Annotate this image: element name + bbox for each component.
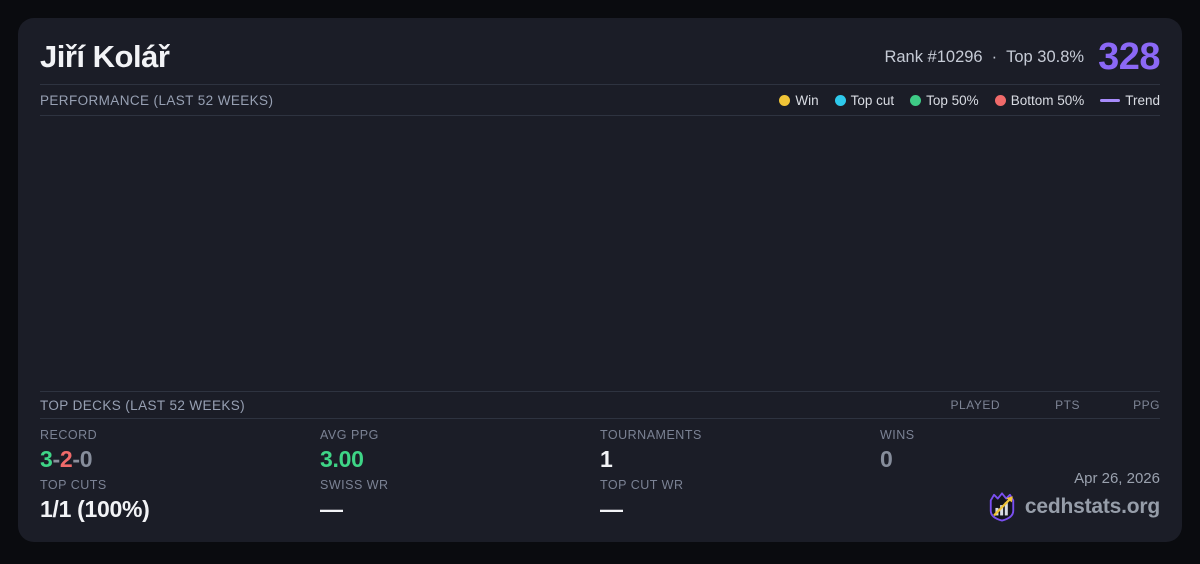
record-wins: 3 xyxy=(40,446,53,472)
column-header-pts: PTS xyxy=(1055,398,1080,412)
player-name: Jiří Kolář xyxy=(40,39,170,74)
stat-value-record: 3-2-0 xyxy=(40,446,320,473)
chart-legend: Win Top cut Top 50% Bottom 50% Trend xyxy=(779,93,1160,108)
stat-label: TOP CUTS xyxy=(40,478,107,492)
legend-item-win: Win xyxy=(779,92,819,108)
player-stats-card: Jiří Kolář Rank #10296 · Top 30.8% 328 P… xyxy=(18,18,1182,542)
top-decks-title: TOP DECKS (LAST 52 WEEKS) xyxy=(40,397,246,413)
stat-value-top-cuts: 1/1 (100%) xyxy=(40,496,150,522)
top-decks-columns: PLAYED PTS PPG xyxy=(920,398,1160,412)
rank-text: Rank #10296 xyxy=(884,47,983,66)
bottom-50-dot-icon xyxy=(994,94,1006,106)
legend-label: Bottom 50% xyxy=(1010,92,1085,108)
top-decks-header-row: TOP DECKS (LAST 52 WEEKS) PLAYED PTS PPG xyxy=(40,391,1160,419)
stat-value-tournaments: 1 xyxy=(600,446,613,472)
stat-label: RECORD xyxy=(40,428,98,442)
brand-row: cedhstats.org xyxy=(987,491,1160,523)
stat-label: TOP CUT WR xyxy=(600,478,684,492)
record-separator: - xyxy=(72,446,80,472)
stat-tournaments: TOURNAMENTS 1 xyxy=(600,428,880,478)
column-header-ppg: PPG xyxy=(1133,398,1160,412)
header-right: Rank #10296 · Top 30.8% 328 xyxy=(884,36,1160,79)
trend-line-icon xyxy=(1100,98,1121,102)
card-header: Jiří Kolář Rank #10296 · Top 30.8% 328 xyxy=(40,30,1160,85)
stat-wins: WINS 0 xyxy=(880,428,1160,478)
brand-name: cedhstats.org xyxy=(1024,495,1160,518)
stat-label: TOURNAMENTS xyxy=(600,428,702,442)
stat-avg-ppg: AVG PPG 3.00 xyxy=(320,428,600,478)
performance-header-row: PERFORMANCE (LAST 52 WEEKS) Win Top cut … xyxy=(40,85,1160,116)
stat-value-wins: 0 xyxy=(880,446,893,472)
performance-chart-plot-area xyxy=(40,116,1160,391)
stats-grid: RECORD 3-2-0 AVG PPG 3.00 TOURNAMENTS 1 … xyxy=(40,419,1160,528)
performance-title: PERFORMANCE (LAST 52 WEEKS) xyxy=(40,92,274,108)
record-separator: - xyxy=(52,446,61,472)
column-header-played: PLAYED xyxy=(950,398,1000,412)
legend-item-top-50: Top 50% xyxy=(910,93,979,108)
legend-item-bottom-50: Bottom 50% xyxy=(994,92,1085,108)
stat-top-cut-wr: TOP CUT WR — xyxy=(600,478,880,528)
rank-separator: · xyxy=(991,47,998,66)
top-50-dot-icon xyxy=(910,94,922,106)
stat-record: RECORD 3-2-0 xyxy=(40,428,320,478)
legend-item-top-cut: Top cut xyxy=(834,92,895,108)
stat-label: SWISS WR xyxy=(320,478,389,492)
record-draws: 0 xyxy=(79,446,93,472)
legend-label: Trend xyxy=(1125,92,1160,108)
stat-label: WINS xyxy=(880,428,915,442)
stat-value-swiss-wr: — xyxy=(320,496,343,522)
stat-top-cuts: TOP CUTS 1/1 (100%) xyxy=(40,478,320,528)
legend-label: Win xyxy=(795,92,819,108)
rank-line: Rank #10296 · Top 30.8% xyxy=(884,48,1084,67)
top-cut-dot-icon xyxy=(834,94,846,106)
record-losses: 2 xyxy=(59,446,73,472)
footer-branding: Apr 26, 2026 cedhstats.org xyxy=(880,470,1160,528)
card-date: Apr 26, 2026 xyxy=(1074,470,1160,487)
cedhstats-shield-chart-logo-icon xyxy=(989,492,1015,522)
legend-item-trend: Trend xyxy=(1100,93,1160,108)
stat-value-avg-ppg: 3.00 xyxy=(320,446,364,472)
stat-label: AVG PPG xyxy=(320,428,379,442)
legend-label: Top 50% xyxy=(926,92,979,108)
top-percent-text: Top 30.8% xyxy=(1006,47,1085,66)
stat-swiss-wr: SWISS WR — xyxy=(320,478,600,528)
stat-value-top-cut-wr: — xyxy=(600,496,623,522)
win-dot-icon xyxy=(779,94,791,106)
legend-label: Top cut xyxy=(850,92,895,108)
points-value: 328 xyxy=(1098,35,1160,78)
